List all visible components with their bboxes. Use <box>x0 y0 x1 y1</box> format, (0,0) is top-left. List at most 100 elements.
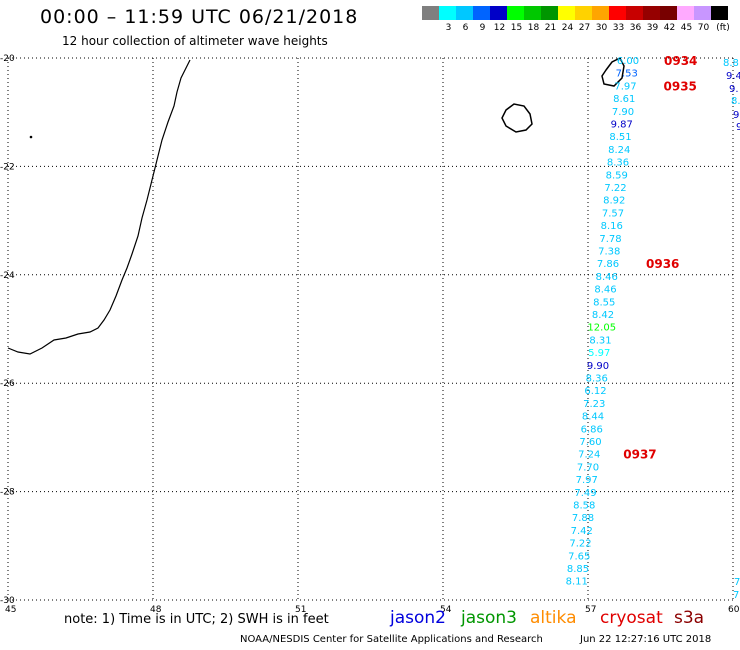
scale-label: 24 <box>561 23 574 33</box>
scale-unit-label: (ft) <box>716 23 730 33</box>
legend-s3a: s3a <box>674 608 705 628</box>
scale-label: 6 <box>462 23 469 33</box>
track-value-label: 9.87 <box>611 120 633 131</box>
track-value-label: 8.11 <box>566 577 588 588</box>
track-value-label: 7.60 <box>579 437 601 448</box>
mauritius-island-outline <box>601 56 625 87</box>
track-time-label: 0934 <box>664 54 697 68</box>
edge-value-label: 9. <box>729 84 739 95</box>
edge-value-label: 7 <box>734 577 740 588</box>
track-value-label: 7.97 <box>576 475 598 486</box>
legend-altika: altika <box>530 608 577 628</box>
legend-jason3: jason3 <box>461 608 517 628</box>
track-value-label: 6.12 <box>584 386 606 397</box>
edge-value-label: 9 <box>736 122 740 133</box>
track-value-label: 9.90 <box>587 361 609 372</box>
track-value-label: 8.51 <box>609 132 631 143</box>
scale-swatch <box>422 6 439 20</box>
track-time-label: 0935 <box>664 79 697 93</box>
scale-swatch <box>643 6 660 20</box>
track-value-label: 7.90 <box>612 107 634 118</box>
scale-swatch <box>711 6 728 20</box>
track-value-label: 7.57 <box>602 208 624 219</box>
track-value-label: 7.38 <box>598 247 620 258</box>
credit-line: NOAA/NESDIS Center for Satellite Applica… <box>240 634 543 645</box>
track-value-label: 8.55 <box>593 297 615 308</box>
track-value-label: 7.65 <box>568 551 590 562</box>
track-value-label: 8.59 <box>606 170 628 181</box>
madagascar-coastline <box>7 59 191 355</box>
track-value-label: 7.23 <box>583 399 605 410</box>
units-note: note: 1) Time is in UTC; 2) SWH is in fe… <box>64 612 329 627</box>
lon-tick-label: 60 <box>728 605 740 615</box>
track-value-label: 7.70 <box>577 462 599 473</box>
track-value-label: 8.61 <box>613 94 635 105</box>
scale-label: 3 <box>445 23 452 33</box>
scale-swatch <box>558 6 575 20</box>
scale-swatch <box>507 6 524 20</box>
scale-label: 36 <box>629 23 642 33</box>
track-value-label: 8.44 <box>582 412 604 423</box>
edge-value-label: 8.8 <box>723 58 739 69</box>
generation-timestamp: Jun 22 12:27:16 UTC 2018 <box>580 634 712 645</box>
scale-label: 45 <box>680 23 693 33</box>
track-value-label: 8.16 <box>601 221 623 232</box>
scale-label: 21 <box>544 23 557 33</box>
track-value-label: 8.36 <box>586 374 608 385</box>
track-value-label: 7.88 <box>572 513 594 524</box>
scale-label: 39 <box>646 23 659 33</box>
track-value-label: 8.92 <box>603 196 625 207</box>
map-grid <box>7 57 734 601</box>
track-value-label: 8.42 <box>592 310 614 321</box>
scale-label: 42 <box>663 23 676 33</box>
track-value-label: 8.85 <box>567 564 589 575</box>
map-subtitle: 12 hour collection of altimeter wave hei… <box>62 34 328 48</box>
scale-label: 33 <box>612 23 625 33</box>
track-value-label: 7.24 <box>578 450 600 461</box>
track-time-label: 0936 <box>646 257 679 271</box>
track-value-label: 8.24 <box>608 145 630 156</box>
lon-tick-label: 48 <box>150 605 162 615</box>
reunion-island-outline <box>501 103 533 133</box>
track-value-label: 7.22 <box>604 183 626 194</box>
track-value-label: 7.22 <box>569 539 591 550</box>
lat-tick-label: -22 <box>0 162 15 172</box>
track-value-label: 8.36 <box>607 158 629 169</box>
track-value-label: 8.31 <box>589 335 611 346</box>
lon-tick-label: 54 <box>440 605 452 615</box>
track-value-label: 8.46 <box>596 272 618 283</box>
track-value-label: 8.46 <box>594 285 616 296</box>
map-title: 00:00 – 11:59 UTC 06/21/2018 <box>40 6 359 28</box>
scale-swatch <box>439 6 456 20</box>
lat-tick-label: -30 <box>0 596 15 606</box>
scale-swatch <box>626 6 643 20</box>
scale-swatch <box>473 6 490 20</box>
lat-tick-label: -26 <box>0 379 15 389</box>
scale-swatch <box>490 6 507 20</box>
scale-swatch <box>541 6 558 20</box>
track-value-label: 6.00 <box>617 56 639 67</box>
scale-swatch <box>694 6 711 20</box>
scale-label: 30 <box>595 23 608 33</box>
track-value-label: 7.53 <box>616 69 638 80</box>
scale-swatch <box>524 6 541 20</box>
track-value-label: 7.42 <box>571 526 593 537</box>
track-value-label: 8.58 <box>573 501 595 512</box>
axis-tick-labels: 45 48 51 54 57 60 -20 -22 -24 -26 -28 -30 <box>0 54 740 615</box>
lon-tick-label: 57 <box>585 605 596 615</box>
lat-tick-label: -20 <box>0 54 15 64</box>
islet-marker <box>29 135 33 139</box>
scale-swatch <box>575 6 592 20</box>
track-value-label: 5.97 <box>588 348 610 359</box>
scale-label: 18 <box>527 23 540 33</box>
track-value-label: 6.86 <box>581 424 603 435</box>
scale-label: 12 <box>493 23 506 33</box>
edge-value-label: 9. <box>733 110 740 121</box>
edge-track-values: 8.89.49.8.9.977. <box>723 58 740 601</box>
legend-jason2: jason2 <box>390 608 446 628</box>
track-time-labels: 0934 0935 0936 0937 <box>623 54 697 462</box>
edge-value-label: 8. <box>731 96 740 107</box>
edge-value-label: 9.4 <box>726 71 740 82</box>
track-value-label: 7.86 <box>597 259 619 270</box>
